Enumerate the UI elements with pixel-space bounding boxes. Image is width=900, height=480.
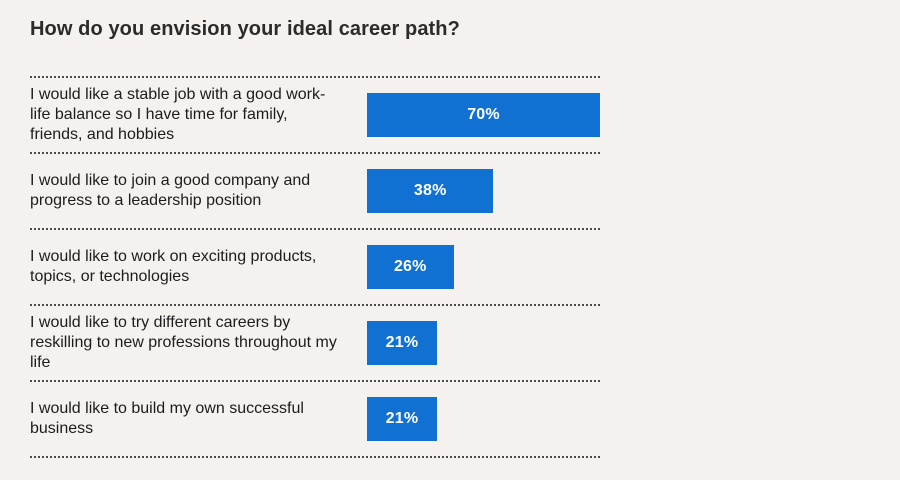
bar: 26%	[367, 245, 454, 289]
chart-row: I would like to try different careers by…	[30, 304, 600, 380]
bar-area: 38%	[367, 169, 600, 213]
bar-area: 21%	[367, 321, 600, 365]
bar-value-label: 70%	[467, 106, 500, 123]
chart-row: I would like to build my own successful …	[30, 380, 600, 456]
chart-title: How do you envision your ideal career pa…	[30, 18, 460, 40]
category-label: I would like to work on exciting product…	[30, 248, 317, 285]
bar-chart: I would like a stable job with a good wo…	[30, 76, 600, 458]
chart-row: I would like to join a good company and …	[30, 152, 600, 228]
category-label: I would like to build my own successful …	[30, 400, 304, 437]
bar-value-label: 21%	[385, 410, 419, 427]
chart-row: I would like a stable job with a good wo…	[30, 76, 600, 152]
bar-area: 70%	[367, 93, 600, 137]
bar: 21%	[367, 321, 437, 365]
bar-value-label: 26%	[393, 258, 427, 275]
bar-value-label: 38%	[413, 182, 447, 199]
chart-row: I would like to work on exciting product…	[30, 228, 600, 304]
bar-area: 26%	[367, 245, 600, 289]
bar-area: 21%	[367, 397, 600, 441]
category-label: I would like to join a good company and …	[30, 172, 311, 209]
bar: 38%	[367, 169, 494, 213]
category-label: I would like to try different careers by…	[30, 314, 337, 371]
category-label: I would like a stable job with a good wo…	[30, 86, 326, 143]
bar-value-label: 21%	[385, 334, 419, 351]
bar: 70%	[367, 93, 600, 137]
bar: 21%	[367, 397, 437, 441]
